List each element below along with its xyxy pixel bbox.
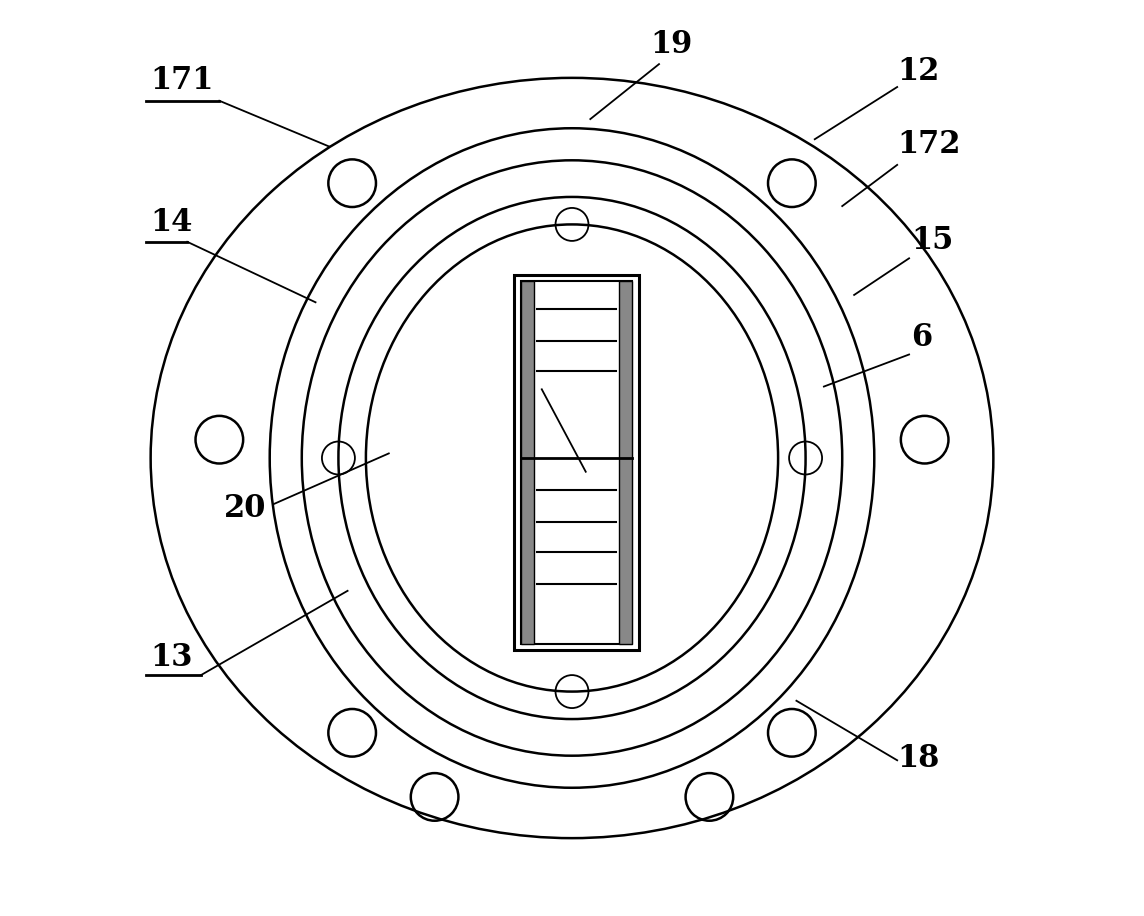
Text: 15: 15 [911,225,953,256]
Text: 20: 20 [224,493,267,524]
Text: 18: 18 [897,743,939,774]
Text: 6: 6 [911,322,932,353]
Bar [521,281,534,644]
Text: 14: 14 [151,207,193,238]
Text: 171: 171 [151,65,214,96]
Text: 12: 12 [897,56,939,87]
Text: 13: 13 [151,642,193,673]
Text: 172: 172 [897,129,961,160]
Bar [619,281,633,644]
Bar [515,275,638,650]
Bar [521,281,633,644]
Text: 19: 19 [650,28,692,60]
